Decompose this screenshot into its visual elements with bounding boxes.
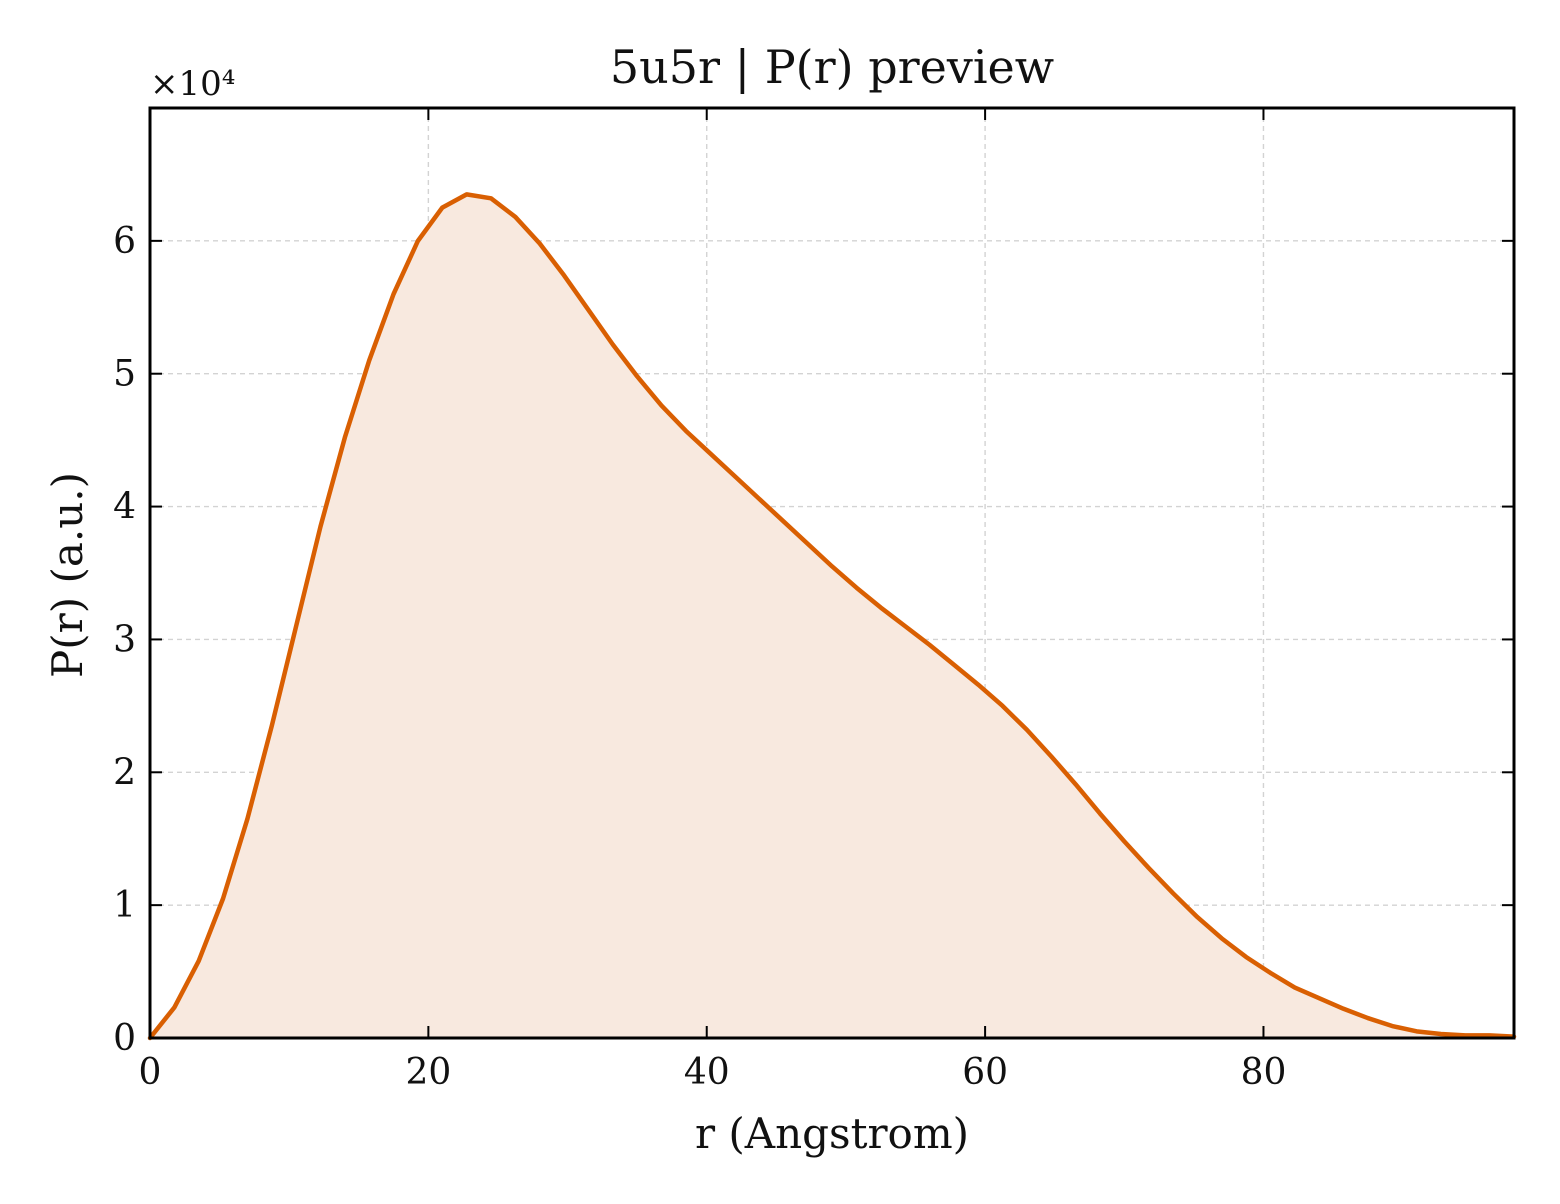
y-tick-label: 0 bbox=[113, 1018, 136, 1059]
x-tick-label: 40 bbox=[684, 1052, 730, 1093]
y-tick-label: 6 bbox=[113, 221, 136, 262]
y-axis-multiplier: ×10⁴ bbox=[150, 64, 235, 104]
x-axis-label: r (Angstrom) bbox=[695, 1109, 969, 1158]
x-tick-label: 60 bbox=[962, 1052, 1008, 1093]
tick-layer: 0 20 40 60 80 0 1 2 3 4 5 6 bbox=[113, 108, 1514, 1093]
series-line bbox=[147, 192, 1517, 1041]
y-tick-label: 3 bbox=[113, 619, 136, 660]
x-tick-label: 20 bbox=[405, 1052, 451, 1093]
axes-frame bbox=[148, 106, 1516, 1040]
y-axis-label: P(r) (a.u.) bbox=[43, 472, 92, 678]
y-tick-label: 1 bbox=[113, 885, 136, 926]
y-tick-label: 2 bbox=[113, 752, 136, 793]
x-tick-label: 0 bbox=[139, 1052, 162, 1093]
y-tick-label: 4 bbox=[113, 487, 136, 528]
y-tick-label: 5 bbox=[113, 354, 136, 395]
series-area-fill bbox=[150, 194, 1514, 1039]
x-tick-label: 80 bbox=[1241, 1052, 1287, 1093]
line-layer bbox=[147, 192, 1517, 1041]
frame-layer bbox=[148, 106, 1516, 1040]
chart-title: 5u5r | P(r) preview bbox=[610, 40, 1054, 94]
area-layer bbox=[150, 194, 1514, 1039]
